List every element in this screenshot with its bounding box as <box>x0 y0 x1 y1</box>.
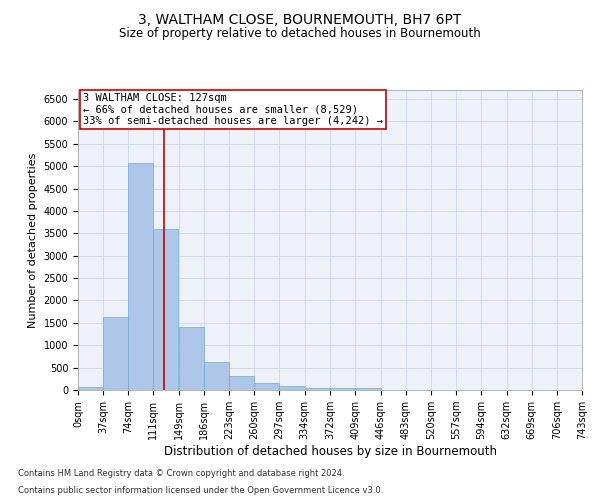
Bar <box>355 388 380 390</box>
Bar <box>229 376 254 390</box>
Text: 3 WALTHAM CLOSE: 127sqm
← 66% of detached houses are smaller (8,529)
33% of semi: 3 WALTHAM CLOSE: 127sqm ← 66% of detache… <box>83 93 383 126</box>
Bar <box>153 229 178 390</box>
Text: Contains public sector information licensed under the Open Government Licence v3: Contains public sector information licen… <box>18 486 383 495</box>
Bar <box>128 162 153 390</box>
Bar <box>103 318 128 390</box>
Bar <box>254 383 280 390</box>
Text: Contains HM Land Registry data © Crown copyright and database right 2024.: Contains HM Land Registry data © Crown c… <box>18 468 344 477</box>
Bar <box>179 328 204 390</box>
Y-axis label: Number of detached properties: Number of detached properties <box>28 152 38 328</box>
Text: 3, WALTHAM CLOSE, BOURNEMOUTH, BH7 6PT: 3, WALTHAM CLOSE, BOURNEMOUTH, BH7 6PT <box>139 12 461 26</box>
Bar <box>204 362 229 390</box>
X-axis label: Distribution of detached houses by size in Bournemouth: Distribution of detached houses by size … <box>163 445 497 458</box>
Text: Size of property relative to detached houses in Bournemouth: Size of property relative to detached ho… <box>119 28 481 40</box>
Bar <box>280 386 305 390</box>
Bar <box>78 386 103 390</box>
Bar <box>305 388 329 390</box>
Bar <box>331 388 355 390</box>
